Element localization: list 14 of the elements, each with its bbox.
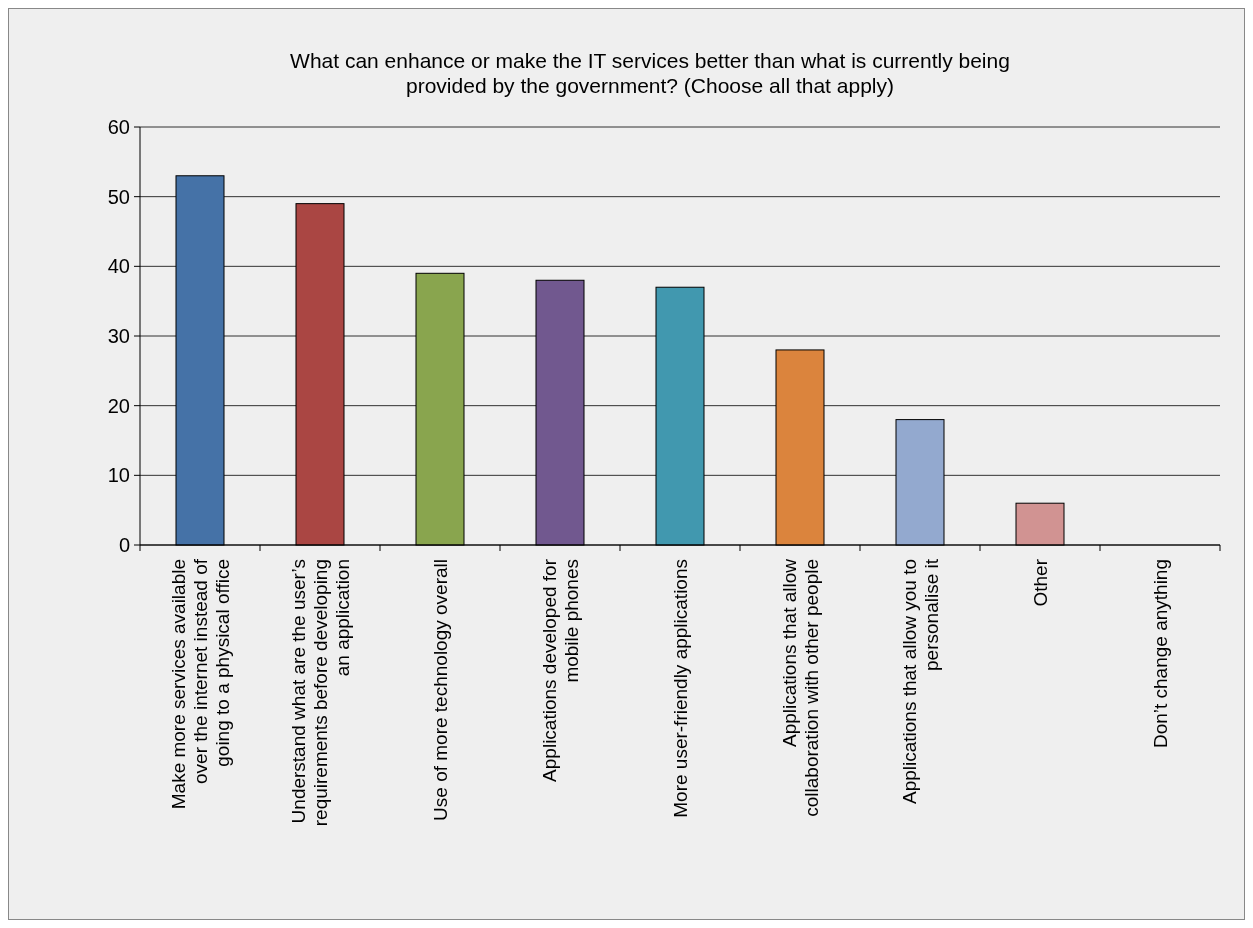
y-tick-label: 10	[107, 464, 130, 487]
y-tick-label: 50	[107, 185, 130, 208]
y-tick-label: 30	[107, 325, 130, 347]
x-tick-label: Don’t change anything	[1149, 559, 1171, 749]
y-tick-label: 60	[107, 116, 130, 138]
y-tick-label: 40	[107, 255, 130, 278]
y-tick-label: 0	[118, 534, 130, 556]
chart-title: What can enhance or make the IT services better than what is currently being provided by the government? (Choose all that apply)	[290, 49, 1010, 97]
x-tick-label: Make more services available over the internet instead of going to a physical office	[167, 558, 233, 810]
x-tick-label: Use of more technology overall	[429, 559, 451, 821]
x-tick-label: Other	[1029, 558, 1051, 607]
x-tick-label: Applications developed for mobile phones	[538, 558, 582, 782]
y-tick-label: 20	[107, 394, 130, 417]
x-tick-label: More user-friendly applications	[669, 559, 691, 818]
